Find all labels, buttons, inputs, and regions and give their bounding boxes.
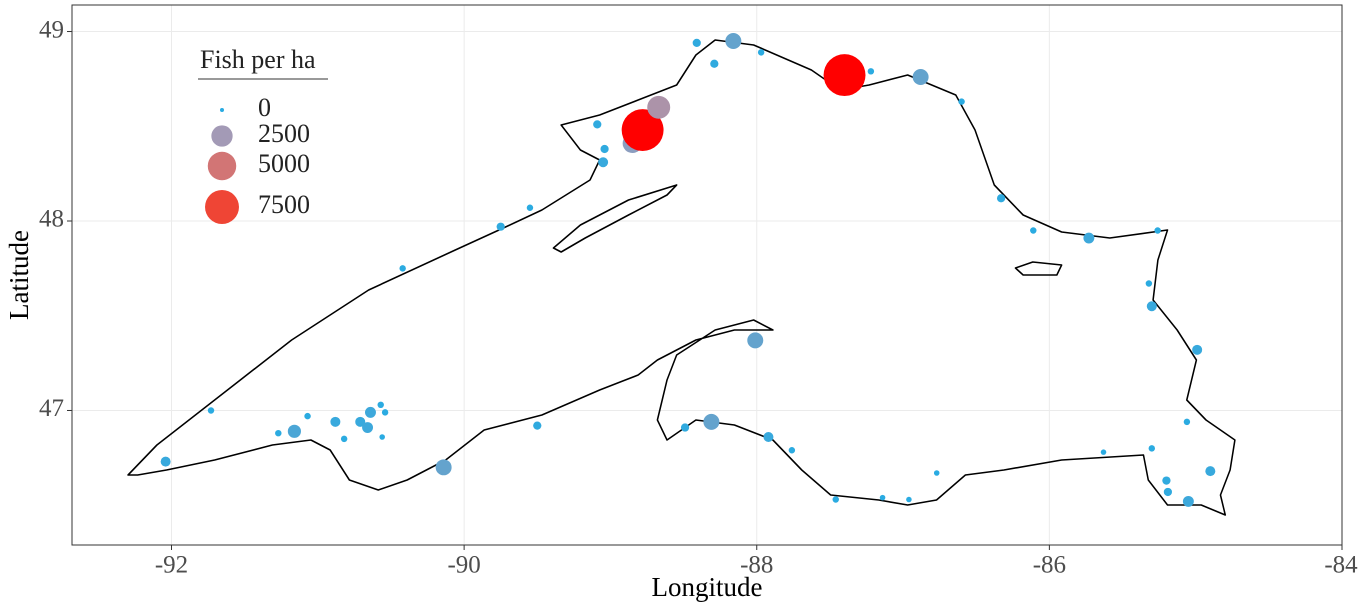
site-point xyxy=(1100,449,1107,455)
y-axis-label: Latitude xyxy=(4,230,34,320)
site-point xyxy=(1030,227,1037,234)
site-point xyxy=(330,416,341,427)
site-point xyxy=(1163,487,1173,497)
x-axis-label: Longitude xyxy=(652,572,763,602)
site-point xyxy=(598,157,609,168)
site-point xyxy=(1182,495,1194,507)
site-point xyxy=(647,95,671,119)
site-point xyxy=(710,59,719,68)
x-tick-label: -90 xyxy=(447,552,480,579)
lake-outline xyxy=(127,39,1236,516)
site-point xyxy=(867,68,875,75)
x-tick-label: -86 xyxy=(1033,552,1066,579)
site-point xyxy=(1148,445,1156,452)
site-point xyxy=(355,416,366,427)
site-point xyxy=(906,496,912,503)
grid xyxy=(72,5,1343,545)
site-point xyxy=(725,33,742,49)
site-point xyxy=(692,38,701,48)
site-point xyxy=(823,54,866,97)
site-point xyxy=(496,222,505,231)
site-point xyxy=(379,434,385,440)
legend-label: 5000 xyxy=(258,149,310,178)
y-tick-label: 49 xyxy=(39,16,64,43)
y-tick-label: 48 xyxy=(39,206,64,233)
legend-key xyxy=(205,190,239,224)
x-tick-label: -92 xyxy=(155,552,188,579)
site-point xyxy=(377,401,384,409)
legend-title: Fish per ha xyxy=(200,45,316,74)
site-point xyxy=(1146,301,1157,312)
site-point xyxy=(1183,418,1191,426)
site-point xyxy=(763,432,774,442)
legend-label: 0 xyxy=(258,93,271,122)
site-point xyxy=(593,120,602,129)
panel-border xyxy=(71,4,1343,546)
site-point xyxy=(621,109,664,152)
site-point xyxy=(207,407,215,414)
site-point xyxy=(435,459,452,476)
site-point xyxy=(362,422,374,433)
site-point xyxy=(340,435,348,443)
legend-key xyxy=(220,108,224,112)
x-tick-label: -88 xyxy=(740,552,773,579)
site-point xyxy=(747,332,764,349)
site-point xyxy=(933,470,940,476)
site-point xyxy=(1192,344,1203,355)
site-point xyxy=(381,409,389,416)
site-point xyxy=(365,406,376,418)
site-point xyxy=(526,204,534,211)
site-point xyxy=(1154,227,1161,234)
site-point xyxy=(275,429,282,437)
site-point xyxy=(680,423,690,432)
legend-label: 2500 xyxy=(258,119,310,148)
site-point xyxy=(879,494,886,501)
legend-key xyxy=(211,125,233,147)
site-point xyxy=(912,69,929,85)
site-point xyxy=(788,447,796,454)
site-point xyxy=(996,194,1006,203)
legend-key xyxy=(207,151,237,181)
site-point xyxy=(533,421,542,430)
y-tick-label: 47 xyxy=(39,395,64,422)
site-point xyxy=(757,49,765,56)
x-tick-label: -84 xyxy=(1324,552,1358,579)
site-point xyxy=(703,413,720,430)
site-point xyxy=(832,496,839,503)
site-point xyxy=(1205,466,1216,477)
site-point xyxy=(1162,476,1171,485)
site-point xyxy=(399,265,406,272)
legend-label: 7500 xyxy=(258,190,310,219)
site-point xyxy=(600,144,609,154)
site-point xyxy=(1145,280,1153,287)
site-point xyxy=(304,412,311,420)
site-point xyxy=(160,456,171,467)
site-point xyxy=(958,98,965,105)
site-point xyxy=(1083,232,1095,244)
site-point xyxy=(287,424,301,438)
